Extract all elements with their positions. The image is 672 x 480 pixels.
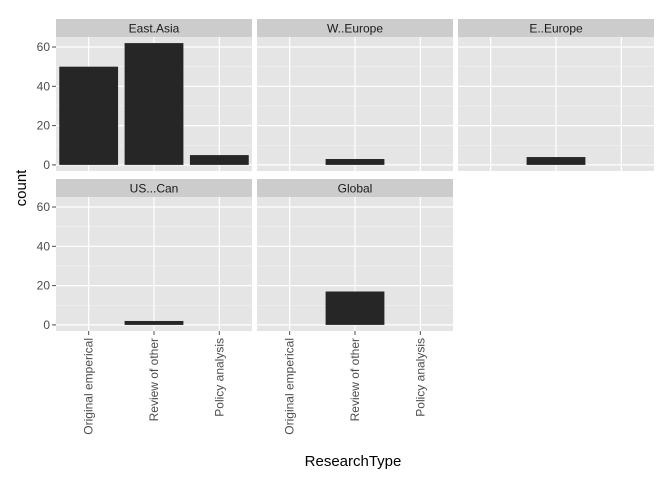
bar (526, 157, 586, 165)
facet-strip (56, 179, 252, 197)
facet-strip-label: Global (338, 182, 373, 196)
facet-strip (458, 19, 654, 37)
bar (124, 320, 184, 325)
x-tick-label: Review of other (147, 338, 161, 421)
facet-strip-label: East.Asia (129, 22, 180, 36)
facet-strip (56, 19, 252, 37)
facet-strip (257, 179, 453, 197)
bar (189, 155, 249, 165)
y-tick-label: 40 (37, 79, 51, 93)
facet-strip (257, 19, 453, 37)
y-tick-label: 60 (37, 200, 51, 214)
facet-strip-label: W..Europe (327, 22, 383, 36)
y-tick-label: 20 (37, 119, 51, 133)
facet-strip-label: E..Europe (529, 22, 583, 36)
bar (124, 43, 184, 165)
x-tick-label: Policy analysis (212, 338, 226, 417)
x-tick-label: Original emperical (82, 338, 96, 435)
facet-strip-label: US...Can (130, 182, 179, 196)
x-axis-title: ResearchType (305, 453, 402, 470)
x-tick-label: Original emperical (283, 338, 297, 435)
y-tick-label: 60 (37, 40, 51, 54)
y-tick-label: 40 (37, 239, 51, 253)
y-axis-title: count (13, 169, 30, 207)
bar (325, 159, 385, 165)
bar (325, 291, 385, 325)
y-tick-label: 0 (43, 318, 50, 332)
x-tick-label: Review of other (348, 338, 362, 421)
bar (59, 66, 119, 165)
facets: East.Asia 0 20 40 60 W..Europe E..Europe US...C… (37, 19, 654, 435)
x-tick-label: Policy analysis (413, 338, 427, 417)
y-tick-label: 0 (43, 158, 50, 172)
y-tick-label: 20 (37, 279, 51, 293)
